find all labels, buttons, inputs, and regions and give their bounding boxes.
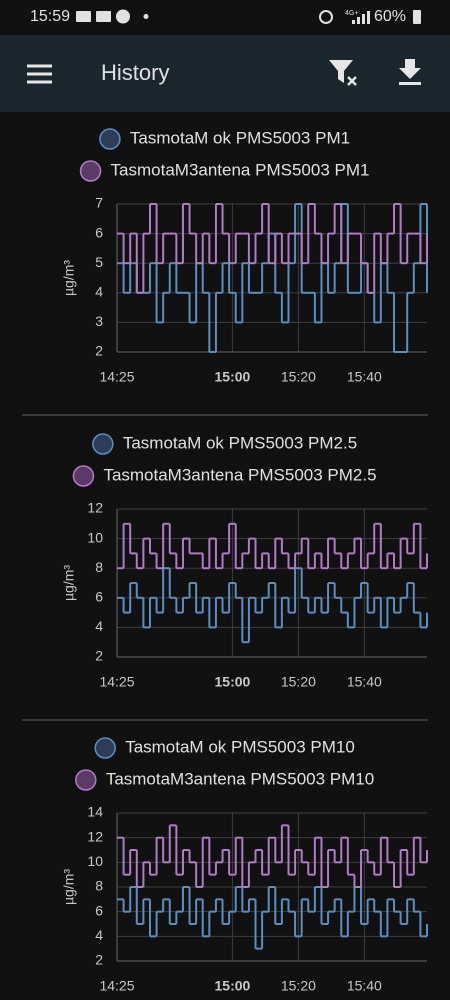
series-line [117, 203, 428, 294]
alarm-icon [319, 10, 333, 24]
y-tick-label: 6 [95, 902, 103, 918]
network-type: 4G+ [345, 10, 358, 17]
y-tick-label: 4 [95, 927, 103, 943]
filter-clear-button[interactable] [329, 60, 357, 86]
y-axis-label: µg/m³ [61, 869, 77, 905]
battery-icon [413, 10, 421, 24]
x-tick-label: 15:20 [281, 369, 316, 385]
series-line [117, 824, 428, 888]
legend-swatch[interactable] [75, 769, 97, 791]
series-line [117, 886, 428, 950]
x-tick-label: 15:00 [215, 978, 251, 994]
y-tick-label: 6 [95, 589, 103, 605]
y-tick-label: 14 [87, 804, 103, 820]
app-title: History [101, 60, 169, 85]
x-tick-label: 15:00 [215, 674, 251, 690]
y-tick-label: 8 [95, 559, 103, 575]
y-tick-label: 7 [95, 195, 103, 211]
series-line [117, 567, 428, 644]
y-tick-label: 5 [95, 254, 103, 270]
y-axis-label: µg/m³ [61, 565, 77, 601]
y-tick-label: 8 [95, 878, 103, 894]
y-tick-label: 4 [95, 618, 103, 634]
x-tick-label: 15:40 [347, 674, 382, 690]
legend-label: TasmotaM3antena PMS5003 PM2.5 [103, 465, 376, 484]
x-tick-label: 14:25 [99, 674, 134, 690]
y-tick-label: 12 [87, 828, 103, 844]
y-axis-label: µg/m³ [61, 260, 77, 296]
x-tick-label: 15:40 [347, 978, 382, 994]
y-tick-label: 2 [95, 648, 103, 664]
y-tick-label: 3 [95, 313, 103, 329]
legend-label: TasmotaM ok PMS5003 PM1 [130, 128, 350, 147]
legend-swatch[interactable] [72, 465, 95, 487]
series-line [117, 203, 428, 353]
x-tick-label: 15:20 [281, 674, 316, 690]
signal-icon [352, 11, 370, 24]
status-time: 15:59 [30, 8, 70, 25]
legend-swatch[interactable] [92, 433, 114, 455]
legend-label: TasmotaM ok PMS5003 PM2.5 [123, 433, 357, 452]
legend-swatch[interactable] [79, 160, 102, 182]
x-tick-label: 14:25 [99, 369, 134, 385]
series-line [117, 522, 428, 570]
app-bar [0, 35, 450, 112]
legend-label: TasmotaM3antena PMS5003 PM1 [111, 160, 370, 179]
legend-label: TasmotaM ok PMS5003 PM10 [125, 737, 355, 756]
legend-label: TasmotaM3antena PMS5003 PM10 [106, 769, 374, 788]
x-tick-label: 15:40 [347, 369, 382, 385]
y-tick-label: 10 [87, 529, 103, 545]
legend-swatch[interactable] [99, 128, 121, 150]
legend-swatch[interactable] [94, 737, 116, 759]
x-tick-label: 15:20 [281, 978, 316, 994]
download-button[interactable] [399, 59, 421, 85]
battery-level: 60% [374, 8, 406, 25]
notification-icons [76, 9, 149, 24]
status-bar [0, 0, 450, 35]
y-tick-label: 2 [95, 343, 103, 359]
y-tick-label: 4 [95, 284, 103, 300]
y-tick-label: 12 [87, 500, 103, 516]
y-tick-label: 2 [95, 952, 103, 968]
y-tick-label: 6 [95, 224, 103, 240]
x-tick-label: 15:00 [215, 369, 251, 385]
menu-button[interactable] [27, 64, 52, 84]
x-tick-label: 14:25 [99, 978, 134, 994]
y-tick-label: 10 [87, 853, 103, 869]
